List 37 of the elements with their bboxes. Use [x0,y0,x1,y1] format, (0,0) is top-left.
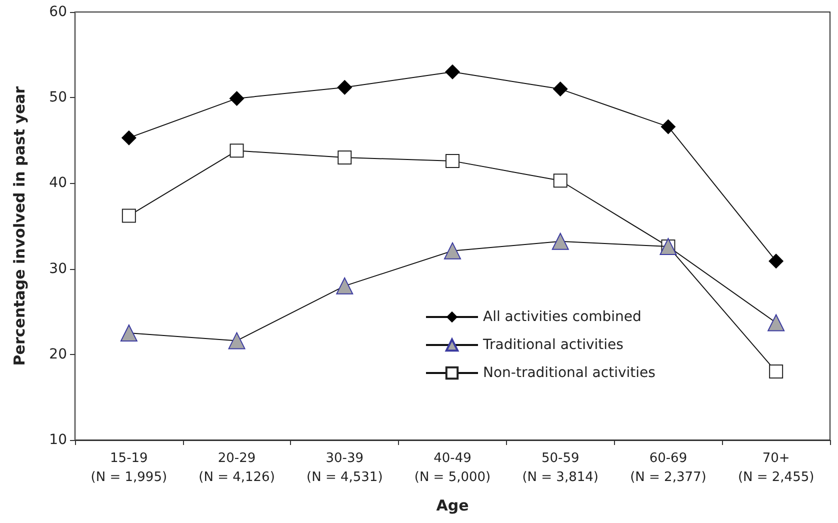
y-tick-label: 60 [49,4,67,20]
point [338,150,352,165]
y-tick-label: 40 [49,175,67,192]
point [230,144,244,158]
legend-label: Traditional activities [482,337,624,353]
x-tick-label: 70+ (N = 2,455) [738,451,814,485]
x-tick-label: 40-49 (N = 5,000) [414,451,491,485]
point [768,254,784,269]
x-tick-label: 30-39 (N = 4,531) [306,451,383,485]
point [337,80,352,95]
point [446,154,460,168]
x-tick-label: 50-59 (N = 3,814) [522,451,598,485]
legend-label: All activities combined [483,309,642,325]
point [228,332,246,350]
y-tick-label: 10 [49,432,67,448]
y-tick-label: 20 [49,346,67,362]
point [660,119,676,134]
x-tick-label: 60-69 (N = 2,377) [630,451,706,485]
point [553,174,568,188]
y-tick-label: 50 [49,90,67,106]
x-tick-label: 15-19 (N = 1,995) [90,451,168,485]
point [122,208,136,223]
x-tick-label: 20-29 (N = 4,126) [198,451,275,485]
point [444,242,461,260]
point [120,324,138,342]
y-tick-label: 30 [49,260,67,277]
y-axis-title: Percentage involved in past year [10,86,28,366]
x-axis-title: Age [436,496,469,514]
legend-label: Non-traditional activities [483,365,656,381]
point [121,130,136,146]
point [552,232,569,250]
point [229,90,244,106]
point [552,82,568,97]
point [336,277,354,294]
point [769,364,784,379]
point [768,314,785,332]
point [445,64,460,80]
